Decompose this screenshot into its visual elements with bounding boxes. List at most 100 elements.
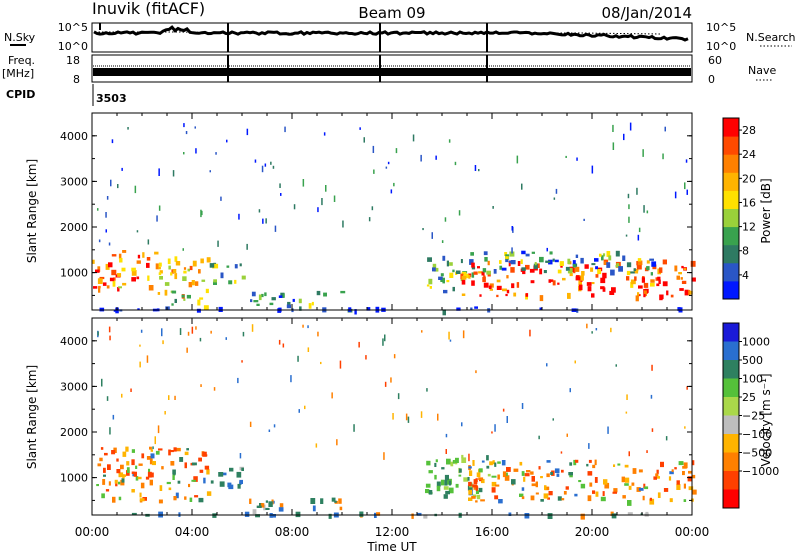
- range-time-cell: [521, 471, 525, 476]
- range-time-cell: [674, 265, 678, 272]
- range-time-cell: [491, 475, 497, 478]
- range-time-cell: [354, 309, 357, 315]
- range-time-cell: [317, 331, 319, 337]
- range-time-cell: [575, 266, 580, 272]
- range-time-cell: [152, 446, 154, 450]
- range-time-cell: [271, 514, 276, 518]
- range-time-cell: [441, 467, 445, 470]
- range-time-cell: [172, 269, 177, 273]
- velocity-ylabel: Slant Range [km]: [25, 365, 39, 469]
- range-time-cell: [155, 450, 160, 455]
- range-time-cell: [540, 499, 544, 502]
- range-time-cell: [621, 476, 625, 483]
- range-time-cell: [241, 360, 243, 363]
- range-time-cell: [462, 330, 465, 339]
- range-time-cell: [138, 463, 143, 466]
- range-time-cell: [108, 242, 111, 246]
- range-time-cell: [142, 252, 145, 258]
- range-time-cell: [650, 283, 655, 287]
- range-time-cell: [670, 294, 674, 298]
- range-time-cell: [628, 451, 630, 457]
- range-time-cell: [193, 476, 198, 482]
- range-time-cell: [686, 386, 688, 390]
- range-time-cell: [691, 474, 696, 479]
- colorbar-tick-label: 4: [742, 269, 749, 282]
- range-time-cell: [650, 279, 655, 283]
- range-time-cell: [637, 292, 640, 297]
- range-time-cell: [139, 344, 141, 347]
- range-time-cell: [258, 209, 261, 213]
- range-time-cell: [179, 328, 182, 335]
- range-time-cell: [477, 266, 480, 269]
- xtick-label: 04:00: [175, 525, 210, 539]
- colorbar-segment: [723, 190, 739, 209]
- range-time-cell: [523, 476, 526, 482]
- colorbar-segment: [723, 378, 739, 398]
- range-time-cell: [199, 297, 204, 300]
- range-time-cell: [150, 453, 155, 459]
- range-time-cell: [688, 289, 691, 296]
- range-time-cell: [499, 265, 503, 270]
- range-time-cell: [446, 280, 450, 283]
- range-time-cell: [626, 262, 632, 268]
- range-time-cell: [431, 232, 433, 239]
- range-time-cell: [199, 469, 204, 473]
- nsearch-label: N.Search: [746, 31, 796, 44]
- range-time-cell: [164, 289, 168, 296]
- range-time-cell: [336, 439, 338, 446]
- range-time-cell: [481, 478, 485, 484]
- range-time-cell: [135, 476, 139, 481]
- range-time-cell: [660, 461, 664, 468]
- range-time-cell: [626, 276, 630, 281]
- range-time-cell: [641, 277, 645, 283]
- range-time-cell: [131, 449, 135, 453]
- range-time-cell: [624, 464, 629, 468]
- range-time-cell: [120, 464, 124, 470]
- range-time-cell: [210, 330, 212, 334]
- range-time-cell: [615, 364, 617, 367]
- range-time-cell: [575, 459, 579, 463]
- range-time-cell: [131, 489, 135, 493]
- range-time-cell: [482, 276, 486, 283]
- range-time-cell: [478, 169, 480, 172]
- range-time-cell: [117, 273, 121, 277]
- range-time-cell: [127, 127, 129, 130]
- range-time-cell: [524, 473, 530, 477]
- range-time-cell: [655, 476, 660, 479]
- range-time-cell: [649, 497, 652, 501]
- range-time-cell: [606, 251, 611, 257]
- range-time-cell: [612, 124, 614, 132]
- range-time-cell: [657, 276, 661, 281]
- range-time-cell: [371, 206, 374, 211]
- range-time-cell: [282, 293, 285, 298]
- range-time-cell: [584, 264, 589, 269]
- range-time-cell: [197, 299, 201, 306]
- range-time-cell: [265, 218, 267, 224]
- range-time-cell: [315, 443, 318, 448]
- range-time-cell: [461, 279, 466, 285]
- range-time-cell: [286, 304, 291, 309]
- range-time-cell: [467, 485, 473, 491]
- range-time-cell: [131, 512, 137, 516]
- range-time-cell: [493, 269, 497, 274]
- range-time-cell: [573, 459, 577, 466]
- range-time-cell: [340, 290, 346, 294]
- range-time-cell: [676, 484, 681, 490]
- range-time-cell: [244, 511, 250, 517]
- range-time-cell: [674, 191, 677, 199]
- range-time-cell: [280, 193, 282, 196]
- range-time-cell: [554, 259, 559, 263]
- range-time-cell: [436, 481, 441, 487]
- range-time-cell: [122, 250, 127, 253]
- range-time-cell: [297, 355, 299, 362]
- colorbar-segment: [723, 226, 739, 246]
- range-time-cell: [219, 481, 225, 487]
- range-time-cell: [548, 491, 553, 496]
- range-time-cell: [100, 447, 104, 450]
- range-time-cell: [475, 370, 477, 374]
- range-time-cell: [183, 270, 187, 274]
- range-time-cell: [161, 328, 163, 337]
- range-time-cell: [624, 483, 629, 486]
- colorbar-frame: [722, 117, 740, 300]
- ytick-label: 2000: [60, 426, 88, 439]
